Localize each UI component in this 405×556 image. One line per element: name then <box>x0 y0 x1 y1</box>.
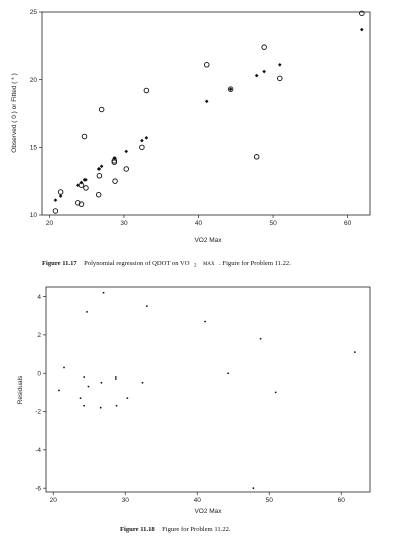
residual-point <box>83 376 86 378</box>
plot-frame <box>45 286 371 493</box>
x-tick-label: 30 <box>122 497 130 504</box>
figure-caption-11-17: Figure 11.17 Polynomial regression of QD… <box>42 252 291 271</box>
y-tick-label: 10 <box>30 212 38 219</box>
plot-frame <box>41 11 371 216</box>
residual-point <box>99 406 102 409</box>
data-marks <box>58 291 356 490</box>
y-tick-label: 20 <box>30 77 38 84</box>
residual-point <box>252 487 255 490</box>
y-tick-label: 25 <box>30 9 38 16</box>
caption-subscript: 2 <box>194 264 197 269</box>
residual-point <box>114 378 117 380</box>
y-tick-label: -2 <box>35 409 41 416</box>
x-axis-label: VO2 Max <box>194 237 222 244</box>
observed-point <box>203 62 210 68</box>
observed-point <box>143 87 150 94</box>
fitted-point <box>262 69 266 74</box>
residual-point <box>100 381 103 384</box>
x-tick-label: 50 <box>269 220 277 227</box>
observed-point <box>261 44 267 50</box>
x-tick-label: 30 <box>120 220 128 227</box>
fitted-point <box>228 87 233 91</box>
figure-caption-11-18: Figure 11.18 Figure for Problem 11.22. <box>120 518 231 535</box>
observed-point <box>139 144 145 151</box>
fitted-point <box>58 194 63 198</box>
x-tick-label: 50 <box>266 497 274 504</box>
residual-point <box>141 381 144 384</box>
residual-point <box>58 389 60 392</box>
fitted-point <box>75 183 80 188</box>
residual-point <box>274 391 277 394</box>
observed-point <box>78 201 85 207</box>
regression-scatter-chart: 20 30 40 50 60 10 15 20 25 VO2 Max Observed ( 0 … <box>11 9 371 244</box>
observed-point <box>359 10 365 17</box>
residual-point <box>353 351 356 354</box>
caption-text-a: Polynomial regression of QDOT on VO <box>84 260 190 267</box>
residual-point <box>79 397 82 400</box>
caption-text-c: . Figure for Problem 11.22. <box>219 260 291 267</box>
fitted-point <box>140 138 144 143</box>
residual-point <box>126 397 129 400</box>
residual-point <box>259 337 262 340</box>
fitted-point <box>204 99 209 104</box>
caption-max: MAX <box>203 262 215 267</box>
x-tick-label: 40 <box>194 497 202 504</box>
residual-point <box>115 404 118 407</box>
observed-point <box>277 75 283 82</box>
observed-point <box>83 185 89 191</box>
fitted-point <box>79 180 84 185</box>
fitted-point <box>254 73 259 78</box>
residual-point <box>63 366 65 369</box>
y-tick-label: 0 <box>37 370 41 377</box>
fitted-point <box>84 178 88 182</box>
x-tick-label: 20 <box>50 497 58 504</box>
x-axis-label: VO2 Max <box>194 508 222 515</box>
fitted-point <box>53 198 58 202</box>
y-axis-label: Observed ( 0 ) or Fitted ( * ) <box>11 73 18 152</box>
observed-point <box>52 208 59 214</box>
y-axis-label: Residuals <box>17 375 24 404</box>
fitted-point <box>144 136 149 140</box>
residual-point <box>114 376 117 378</box>
y-tick-label: 4 <box>37 294 41 301</box>
residual-point <box>204 320 207 323</box>
data-marks <box>52 10 365 214</box>
x-tick-label: 40 <box>195 220 203 227</box>
caption-label: Figure 11.17 <box>42 260 77 267</box>
observed-point <box>95 191 102 198</box>
fitted-point <box>360 27 364 32</box>
caption-label: Figure 11.18 <box>120 526 155 533</box>
x-tick-label: 60 <box>338 497 346 504</box>
observed-point <box>253 154 260 160</box>
residual-point <box>227 372 230 375</box>
residual-point <box>83 404 86 407</box>
residual-point <box>145 305 148 308</box>
fitted-point <box>124 149 129 154</box>
observed-point <box>123 166 129 172</box>
observed-point <box>112 178 118 184</box>
residual-point <box>86 311 88 313</box>
residual-point <box>87 385 90 388</box>
observed-point <box>98 106 105 113</box>
y-tick-label: -6 <box>35 485 41 492</box>
fitted-point <box>97 167 102 171</box>
observed-point <box>227 86 234 92</box>
residual-point <box>102 291 105 294</box>
axes: 20 30 40 50 60 10 15 20 25 <box>30 9 352 227</box>
y-tick-label: 15 <box>30 145 38 152</box>
x-tick-label: 20 <box>46 220 54 227</box>
observed-point <box>57 189 64 195</box>
x-tick-label: 60 <box>344 220 352 227</box>
caption-text: Figure for Problem 11.22. <box>162 526 231 533</box>
observed-point <box>81 133 88 140</box>
fitted-point <box>113 156 117 160</box>
fitted-point <box>278 62 282 67</box>
y-tick-label: -4 <box>35 447 41 454</box>
observed-point <box>96 173 103 179</box>
fitted-point <box>99 164 104 169</box>
y-tick-label: 2 <box>37 332 41 339</box>
